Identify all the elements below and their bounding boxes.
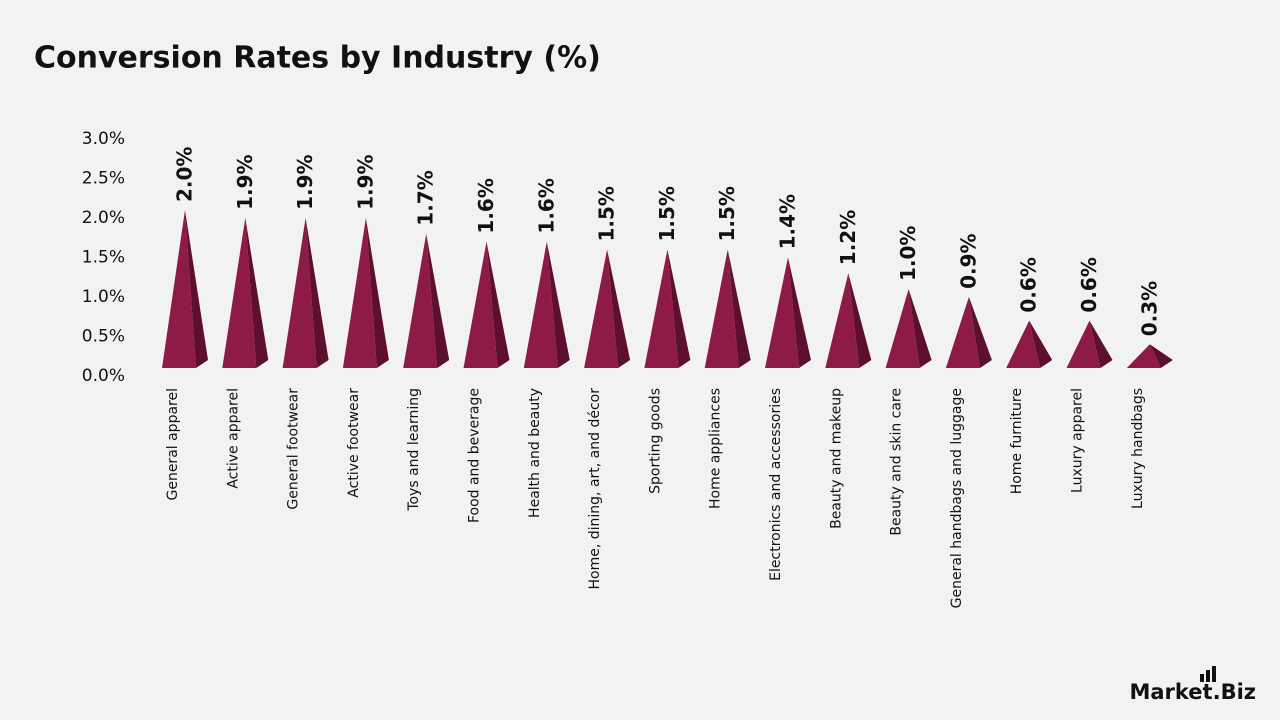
value-label: 0.6% <box>1017 257 1041 312</box>
brand-logo: Market.Biz <box>1129 666 1256 704</box>
pyramid-front <box>644 249 679 368</box>
pyramid-front <box>885 289 920 368</box>
pyramid-front <box>403 233 438 368</box>
y-tick-label: 0.5% <box>82 327 125 347</box>
value-label: 2.0% <box>173 147 197 202</box>
x-tick-label: Home, dining, art, and décor <box>587 388 603 590</box>
pyramid-side <box>667 249 691 368</box>
value-label: 1.6% <box>534 178 558 233</box>
x-tick-label: Beauty and skin care <box>889 388 905 536</box>
value-label: 1.9% <box>233 154 257 209</box>
value-label: 0.6% <box>1077 257 1101 312</box>
pyramid-side <box>546 241 570 368</box>
pyramid-front <box>162 210 196 368</box>
x-tick-label: Electronics and accessories <box>768 388 784 581</box>
pyramid-side <box>185 210 208 368</box>
pyramid-side <box>607 249 631 368</box>
pyramid-side <box>788 257 811 368</box>
pyramid-front <box>463 241 498 368</box>
value-label: 0.3% <box>1137 281 1161 336</box>
x-tick-label: General handbags and luggage <box>949 388 965 608</box>
value-label: 1.5% <box>595 186 619 241</box>
value-label: 1.0% <box>896 226 920 281</box>
value-label: 1.5% <box>715 186 739 241</box>
x-tick-label: Beauty and makeup <box>828 388 844 529</box>
chart-title: Conversion Rates by Industry (%) <box>34 41 601 76</box>
pyramid-side <box>486 241 510 368</box>
logo-bar <box>1206 670 1210 682</box>
x-tick-label: Luxury handbags <box>1130 388 1146 509</box>
pyramid-front <box>765 257 799 368</box>
x-tick-label: Luxury apparel <box>1070 388 1086 493</box>
y-tick-label: 2.0% <box>82 208 125 228</box>
pyramid-side <box>365 217 389 368</box>
value-label: 1.9% <box>293 154 317 209</box>
x-tick-label: Home furniture <box>1009 388 1025 494</box>
y-tick-label: 2.5% <box>82 169 125 189</box>
x-tick-label: Sporting goods <box>647 388 663 494</box>
pyramid-side <box>848 273 872 368</box>
logo-bar <box>1212 666 1216 682</box>
value-label: 1.5% <box>655 186 679 241</box>
x-tick-label: Food and beverage <box>467 388 483 523</box>
pyramid-side <box>426 233 450 368</box>
pyramid-side <box>908 289 932 368</box>
pyramid-front <box>825 273 860 368</box>
x-tick-label: Toys and learning <box>406 388 422 512</box>
y-tick-label: 1.0% <box>82 287 125 307</box>
pyramid-front <box>282 217 317 368</box>
pyramid-side <box>727 249 751 368</box>
y-tick-label: 3.0% <box>82 129 125 149</box>
pyramid-side <box>1029 320 1053 368</box>
logo-bar <box>1200 674 1204 682</box>
value-label: 1.9% <box>353 154 377 209</box>
x-tick-label: Active footwear <box>346 388 362 498</box>
x-tick-label: Active apparel <box>225 388 241 489</box>
value-label: 1.2% <box>836 210 860 265</box>
pyramid-front <box>523 241 558 368</box>
y-tick-label: 0.0% <box>82 366 125 386</box>
x-tick-label: Home appliances <box>708 388 724 509</box>
value-label: 1.7% <box>414 170 438 225</box>
pyramid-front <box>1126 344 1161 368</box>
value-label: 1.4% <box>776 194 800 249</box>
y-tick-label: 1.5% <box>82 248 125 268</box>
pyramid-side <box>968 296 992 368</box>
pyramid-side <box>1089 320 1113 368</box>
value-label: 1.6% <box>474 178 498 233</box>
pyramid-front <box>584 249 619 368</box>
pyramid-front <box>1006 320 1041 368</box>
pyramid-front <box>222 217 257 368</box>
pyramid-front <box>342 217 377 368</box>
pyramid-side <box>305 217 329 368</box>
x-tick-label: Health and beauty <box>527 388 543 518</box>
pyramid-front <box>1066 320 1101 368</box>
x-tick-label: General footwear <box>286 388 302 510</box>
value-label: 0.9% <box>956 233 980 288</box>
pyramid-side <box>1149 344 1173 368</box>
x-tick-label: General apparel <box>165 388 181 501</box>
brand: Market.Biz <box>1129 680 1256 704</box>
pyramid-side <box>245 217 269 368</box>
pyramid-front <box>945 296 980 368</box>
pyramid-front <box>704 249 739 368</box>
